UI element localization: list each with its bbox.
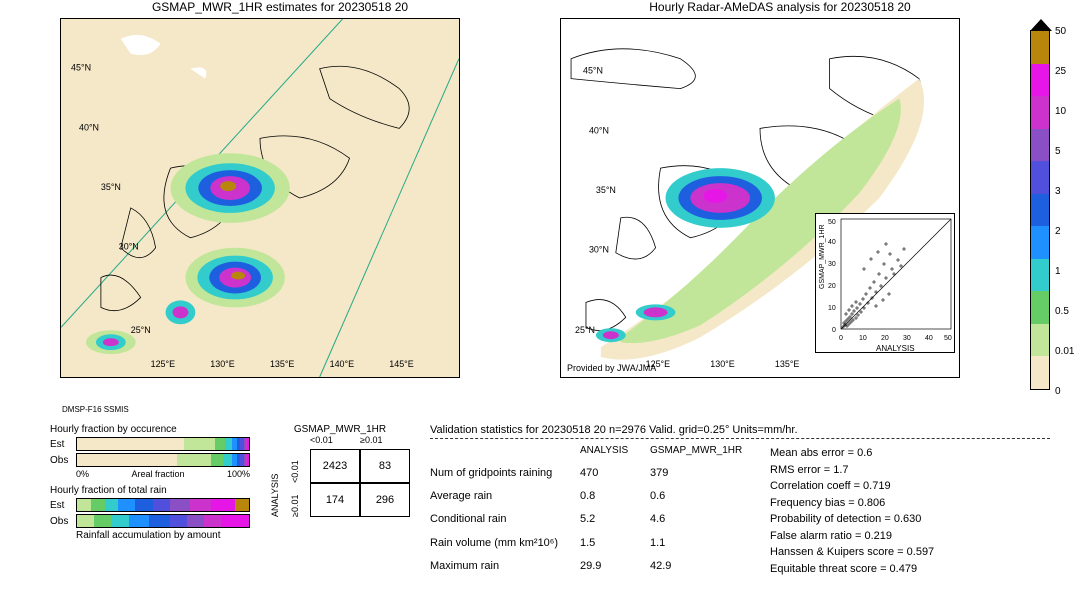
maps-row: GSMAP_MWR_1HR estimates for 20230518 20 <box>0 0 1080 400</box>
svg-text:45°N: 45°N <box>583 66 603 76</box>
svg-text:30°N: 30°N <box>589 245 609 255</box>
contingency-table: GSMAP_MWR_1HR <0.01 ≥0.01 ANALYSIS <0.01… <box>270 424 410 577</box>
metrics-list: Mean abs error = 0.6RMS error = 1.7Corre… <box>770 445 934 577</box>
rain-obs-bar <box>76 514 250 528</box>
right-map-box: 45°N 40°N 35°N 30°N 25°N 125°E 130°E 135… <box>560 18 960 378</box>
svg-text:35°N: 35°N <box>596 185 616 195</box>
stats-title: Validation statistics for 20230518 20 n=… <box>430 424 1050 439</box>
svg-text:45°N: 45°N <box>71 63 91 73</box>
svg-text:20: 20 <box>881 335 889 342</box>
rain-title: Hourly fraction of total rain <box>50 485 250 496</box>
svg-text:GSMAP_MWR_1HR: GSMAP_MWR_1HR <box>819 224 826 289</box>
svg-text:25°N: 25°N <box>575 325 595 335</box>
left-map-box: 45°N 40°N 35°N 30°N 25°N 125°E 130°E 135… <box>60 18 460 378</box>
occ-est-bar <box>76 437 250 451</box>
svg-text:40°N: 40°N <box>79 122 99 132</box>
svg-text:0: 0 <box>832 327 836 334</box>
cont-title: GSMAP_MWR_1HR <box>270 424 410 435</box>
right-map-panel: Hourly Radar-AMeDAS analysis for 2023051… <box>560 0 1000 400</box>
svg-text:10: 10 <box>828 305 836 312</box>
stats-table: ANALYSISGSMAP_MWR_1HRNum of gridpoints r… <box>430 445 740 577</box>
occ-obs-bar <box>76 453 250 467</box>
svg-text:125°E: 125°E <box>151 359 175 369</box>
svg-text:40: 40 <box>925 335 933 342</box>
svg-text:35°N: 35°N <box>101 182 121 192</box>
svg-text:130°E: 130°E <box>210 359 234 369</box>
right-map-title: Hourly Radar-AMeDAS analysis for 2023051… <box>560 0 1000 14</box>
left-map-title: GSMAP_MWR_1HR estimates for 20230518 20 <box>60 0 500 14</box>
svg-text:25°N: 25°N <box>131 325 151 335</box>
scatter-inset: 0 10 20 30 40 50 0 10 20 30 40 50 <box>815 213 955 353</box>
bar-label: Obs <box>50 516 76 527</box>
bars-column: Hourly fraction by occurence Est Obs 0%A… <box>50 424 250 577</box>
svg-text:135°E: 135°E <box>270 359 294 369</box>
rain-est-bar <box>76 498 250 512</box>
colorbar-arrow-icon <box>1030 19 1052 31</box>
svg-text:145°E: 145°E <box>389 359 413 369</box>
bottom-row: Hourly fraction by occurence Est Obs 0%A… <box>0 424 1080 577</box>
svg-text:130°E: 130°E <box>710 359 734 369</box>
sat-label: DMSP-F16 SSMIS <box>62 405 129 414</box>
svg-text:10: 10 <box>859 335 867 342</box>
svg-text:40: 40 <box>828 239 836 246</box>
left-map-svg: 45°N 40°N 35°N 30°N 25°N 125°E 130°E 135… <box>61 19 459 377</box>
svg-text:30: 30 <box>828 261 836 268</box>
bar-label: Est <box>50 439 76 450</box>
provided-label: Provided by JWA/JMA <box>567 363 656 373</box>
svg-text:20: 20 <box>828 283 836 290</box>
stats-column: Validation statistics for 20230518 20 n=… <box>430 424 1050 577</box>
svg-text:50: 50 <box>828 219 836 226</box>
svg-text:140°E: 140°E <box>330 359 354 369</box>
svg-text:ANALYSIS: ANALYSIS <box>876 344 915 353</box>
svg-text:50: 50 <box>944 335 952 342</box>
left-map-panel: GSMAP_MWR_1HR estimates for 20230518 20 <box>60 0 500 400</box>
svg-text:40°N: 40°N <box>589 125 609 135</box>
bar-label: Est <box>50 500 76 511</box>
svg-text:0: 0 <box>839 335 843 342</box>
svg-text:30: 30 <box>903 335 911 342</box>
svg-text:30°N: 30°N <box>119 242 139 252</box>
colorbar: 50251053210.50.010 <box>1030 30 1050 390</box>
bar-label: Obs <box>50 455 76 466</box>
svg-text:135°E: 135°E <box>775 359 799 369</box>
bar-footer: Rainfall accumulation by amount <box>76 530 250 541</box>
occ-title: Hourly fraction by occurence <box>50 424 250 435</box>
figure-root: GSMAP_MWR_1HR estimates for 20230518 20 <box>0 0 1080 612</box>
